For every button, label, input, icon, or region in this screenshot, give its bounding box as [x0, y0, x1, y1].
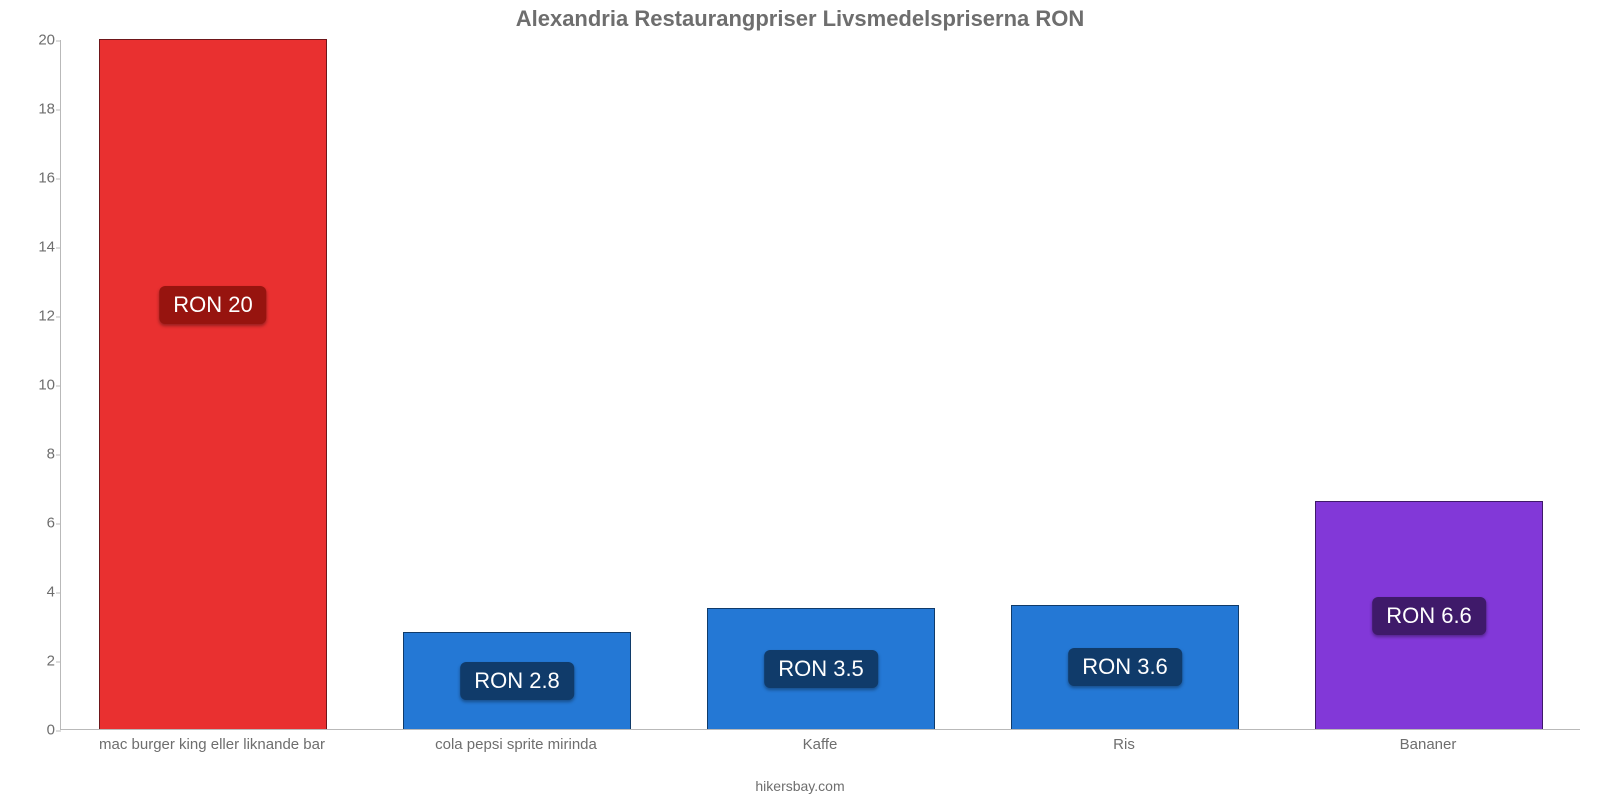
- chart-container: Alexandria Restaurangpriser Livsmedelspr…: [0, 0, 1600, 800]
- bar: RON 3.5: [707, 608, 935, 729]
- bar-value-label: RON 3.6: [1068, 648, 1182, 686]
- bar-value-label: RON 6.6: [1372, 597, 1486, 635]
- y-tick: 0: [21, 722, 55, 739]
- chart-title: Alexandria Restaurangpriser Livsmedelspr…: [0, 6, 1600, 32]
- x-category-label: cola pepsi sprite mirinda: [435, 736, 597, 753]
- y-tick: 20: [21, 32, 55, 49]
- y-tick: 2: [21, 653, 55, 670]
- bar-value-label: RON 2.8: [460, 662, 574, 700]
- x-category-label: Bananer: [1400, 736, 1457, 753]
- bar: RON 20: [99, 39, 327, 729]
- bars-layer: RON 20 RON 2.8 RON 3.5 RON 3.6 RON 6.6: [61, 40, 1580, 729]
- y-tick: 16: [21, 170, 55, 187]
- credit-text: hikersbay.com: [0, 778, 1600, 794]
- plot-area: RON 20RON 2.8RON 3.5RON 3.6RON 6.6 02468…: [60, 40, 1580, 730]
- bar: RON 2.8: [403, 632, 631, 729]
- y-tick: 8: [21, 446, 55, 463]
- bar: RON 3.6: [1011, 605, 1239, 729]
- bar: RON 6.6: [1315, 501, 1543, 729]
- x-category-label: mac burger king eller liknande bar: [99, 736, 325, 753]
- y-tick: 18: [21, 101, 55, 118]
- x-category-label: Ris: [1113, 736, 1135, 753]
- bar-value-label: RON 20: [159, 286, 266, 324]
- bar-value-label: RON 3.5: [764, 650, 878, 688]
- x-category-label: Kaffe: [803, 736, 838, 753]
- y-tick: 4: [21, 584, 55, 601]
- y-tick: 14: [21, 239, 55, 256]
- y-tick: 12: [21, 308, 55, 325]
- y-tick: 10: [21, 377, 55, 394]
- y-tick: 6: [21, 515, 55, 532]
